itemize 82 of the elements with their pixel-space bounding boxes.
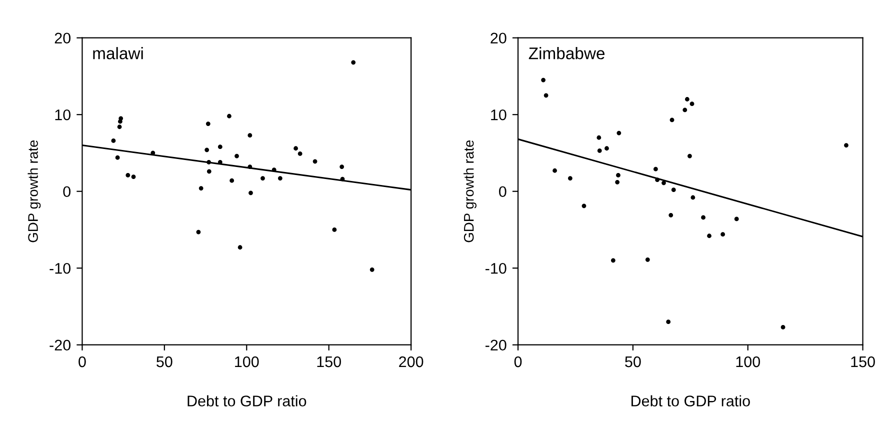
point: [234, 154, 239, 158]
point: [126, 173, 130, 178]
point: [688, 154, 692, 158]
point: [596, 135, 602, 140]
point: [238, 245, 242, 250]
point: [117, 124, 122, 130]
point: [615, 180, 620, 184]
point: [312, 159, 318, 164]
point: [690, 195, 696, 200]
point: [227, 114, 232, 118]
point: [332, 228, 337, 232]
point: [206, 122, 210, 126]
point: [668, 212, 674, 218]
point: [654, 166, 658, 172]
y-tick-label: -10: [486, 262, 506, 274]
y-axis-title: GDP growth rate: [28, 140, 41, 242]
y-tick-label: -20: [50, 340, 71, 351]
point: [610, 258, 616, 263]
y-tick-label: -20: [486, 340, 506, 351]
point: [597, 148, 602, 153]
point: [196, 230, 201, 234]
point: [780, 325, 786, 330]
point: [115, 155, 120, 160]
y-tick-label: 0: [63, 186, 71, 198]
point: [340, 164, 344, 169]
point: [701, 215, 706, 220]
point: [616, 130, 622, 136]
point: [230, 178, 234, 183]
point: [720, 232, 726, 237]
point: [248, 190, 253, 196]
x-tick-label: 50: [625, 356, 641, 368]
point: [616, 173, 620, 178]
x-tick-label: 150: [851, 356, 875, 368]
point: [552, 168, 557, 173]
x-tick-label: 0: [514, 356, 522, 368]
point: [707, 234, 712, 238]
point: [131, 174, 136, 179]
point: [370, 267, 374, 272]
y-tick-label: 0: [499, 186, 506, 198]
point: [666, 320, 671, 324]
x-tick-label: 0: [78, 356, 86, 368]
point: [541, 78, 546, 82]
point: [204, 148, 210, 152]
point: [734, 216, 739, 222]
point: [260, 176, 265, 180]
y-tick-label: 20: [490, 32, 506, 44]
point: [218, 144, 222, 150]
x-axis-title: Debt to GDP ratio: [188, 395, 306, 406]
y-axis-title: GDP growth rate: [464, 140, 476, 242]
point: [582, 204, 586, 208]
point: [670, 118, 674, 122]
x-axis-title: Debt to GDP ratio: [632, 395, 750, 406]
y-tick-label: 20: [54, 32, 71, 44]
point: [682, 108, 688, 112]
point: [248, 133, 252, 138]
point: [684, 97, 690, 102]
point: [351, 60, 356, 65]
point: [662, 180, 666, 186]
point: [294, 146, 298, 151]
x-tick-label: 200: [399, 356, 424, 368]
chart-title: Zimbabwe: [528, 47, 605, 60]
x-tick-label: 150: [317, 356, 341, 368]
point: [568, 176, 572, 180]
chart-title: malawi: [93, 47, 143, 60]
point: [278, 176, 282, 180]
x-tick-label: 100: [736, 356, 760, 368]
point: [604, 146, 609, 151]
point: [544, 93, 548, 98]
point: [671, 188, 676, 192]
x-tick-label: 100: [235, 356, 259, 368]
y-tick-label: 10: [55, 109, 71, 120]
point: [645, 257, 650, 262]
point: [198, 186, 204, 190]
point: [206, 169, 212, 174]
point: [298, 152, 302, 156]
x-tick-label: 50: [156, 356, 172, 368]
y-tick-label: 10: [491, 109, 506, 120]
point: [111, 138, 116, 143]
y-tick-label: -10: [50, 262, 71, 274]
point: [690, 102, 694, 106]
point: [844, 143, 848, 148]
point: [118, 116, 124, 121]
